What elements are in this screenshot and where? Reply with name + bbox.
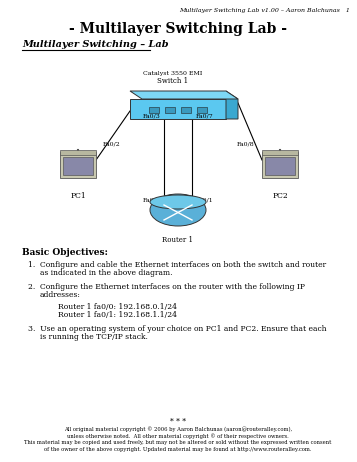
Text: Fa0/7: Fa0/7 — [196, 113, 214, 118]
FancyBboxPatch shape — [197, 107, 207, 113]
Polygon shape — [130, 91, 238, 99]
Text: This material may be copied and used freely, but may not be altered or sold with: This material may be copied and used fre… — [24, 440, 332, 445]
FancyBboxPatch shape — [165, 107, 175, 113]
FancyBboxPatch shape — [262, 150, 298, 155]
Text: Router 1 fa0/1: 192.168.1.1/24: Router 1 fa0/1: 192.168.1.1/24 — [58, 311, 177, 319]
Text: is running the TCP/IP stack.: is running the TCP/IP stack. — [40, 333, 148, 341]
Text: Basic Objectives:: Basic Objectives: — [22, 248, 108, 257]
FancyBboxPatch shape — [262, 152, 298, 178]
Polygon shape — [130, 99, 226, 119]
Text: All original material copyright © 2006 by Aaron Balchunas (aaron@routeralley.com: All original material copyright © 2006 b… — [64, 426, 292, 432]
Ellipse shape — [150, 195, 206, 209]
Text: Multilayer Switching Lab v1.00 – Aaron Balchunas   1: Multilayer Switching Lab v1.00 – Aaron B… — [179, 8, 350, 13]
Text: Router 1: Router 1 — [162, 236, 193, 244]
Text: Multilayer Switching – Lab: Multilayer Switching – Lab — [22, 40, 169, 49]
Text: Catalyst 3550 EMI: Catalyst 3550 EMI — [143, 71, 203, 76]
Text: Fa0/1: Fa0/1 — [196, 197, 214, 202]
FancyBboxPatch shape — [181, 107, 191, 113]
Text: addresses:: addresses: — [40, 291, 81, 299]
Polygon shape — [226, 91, 238, 119]
Text: 1.  Configure and cable the Ethernet interfaces on both the switch and router: 1. Configure and cable the Ethernet inte… — [28, 261, 326, 269]
Text: Fa0/3: Fa0/3 — [142, 113, 160, 118]
Text: of the owner of the above copyright. Updated material may be found at http://www: of the owner of the above copyright. Upd… — [44, 447, 312, 452]
Text: - Multilayer Switching Lab -: - Multilayer Switching Lab - — [69, 22, 287, 36]
Text: 3.  Use an operating system of your choice on PC1 and PC2. Ensure that each: 3. Use an operating system of your choic… — [28, 325, 327, 333]
Text: Switch 1: Switch 1 — [157, 77, 188, 85]
Ellipse shape — [150, 194, 206, 226]
Text: Fa0/0: Fa0/0 — [142, 197, 160, 202]
FancyBboxPatch shape — [60, 150, 96, 155]
Text: as indicated in the above diagram.: as indicated in the above diagram. — [40, 269, 172, 277]
FancyBboxPatch shape — [63, 157, 93, 175]
FancyBboxPatch shape — [60, 152, 96, 178]
Text: Fa0/8: Fa0/8 — [237, 141, 255, 146]
FancyBboxPatch shape — [265, 157, 295, 175]
Text: 2.  Configure the Ethernet interfaces on the router with the following IP: 2. Configure the Ethernet interfaces on … — [28, 283, 305, 291]
Text: Fa0/2: Fa0/2 — [103, 141, 121, 146]
Text: unless otherwise noted.  All other material copyright © of their respective owne: unless otherwise noted. All other materi… — [67, 433, 289, 438]
Text: Router 1 fa0/0: 192.168.0.1/24: Router 1 fa0/0: 192.168.0.1/24 — [58, 303, 177, 311]
Text: * * *: * * * — [170, 418, 186, 426]
FancyBboxPatch shape — [149, 107, 159, 113]
Text: PC2: PC2 — [272, 192, 288, 200]
Text: PC1: PC1 — [70, 192, 86, 200]
